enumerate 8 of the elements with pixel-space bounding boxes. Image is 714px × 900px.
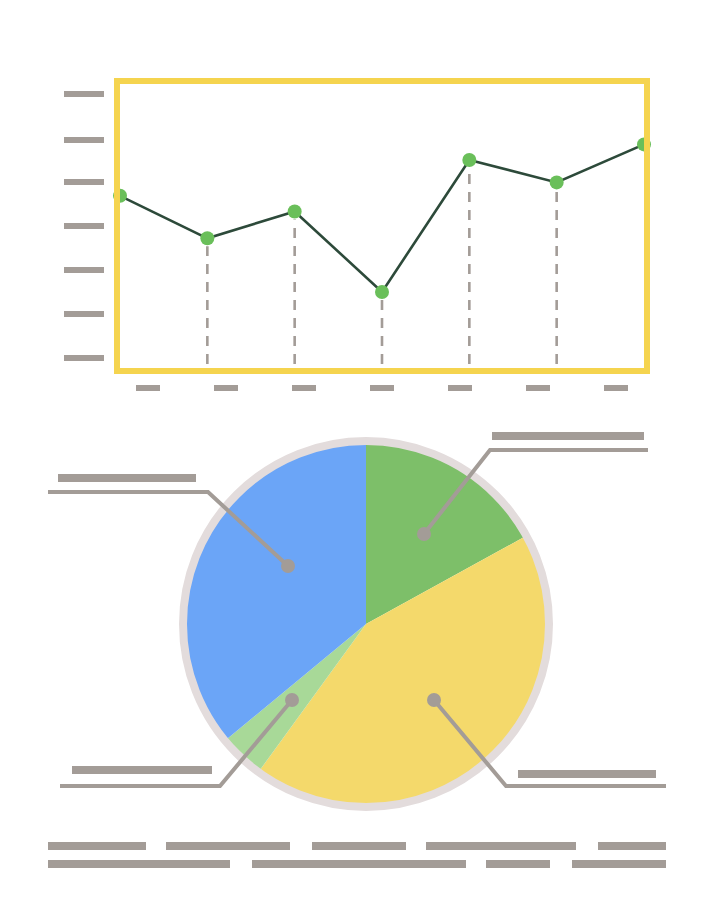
- point: [375, 284, 389, 299]
- pie-slice: [366, 442, 526, 624]
- pie-slice: [184, 442, 366, 741]
- pie-slice: [259, 536, 548, 806]
- point: [287, 204, 302, 219]
- point: [200, 231, 215, 246]
- point: [462, 153, 477, 168]
- point: [549, 175, 564, 190]
